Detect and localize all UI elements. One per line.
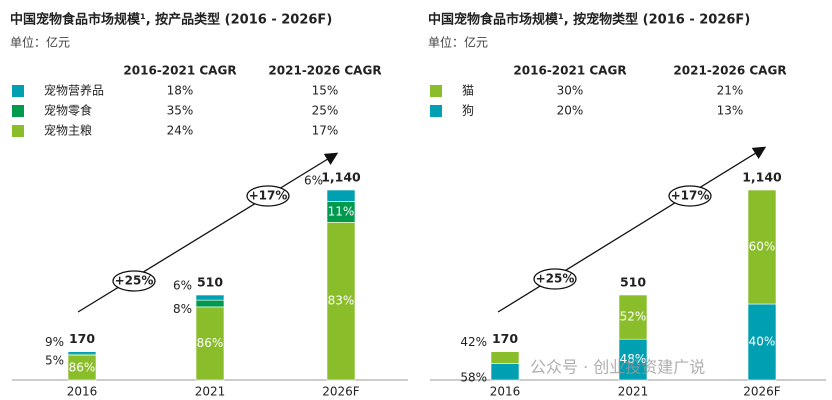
legend-swatch (12, 105, 24, 117)
total-label: 1,140 (321, 170, 361, 185)
chart-title: 中国宠物食品市场规模¹, 按宠物类型 (2016 - 2026F) (428, 12, 750, 28)
value-label: 11% (328, 204, 355, 218)
value-label: 9% (45, 335, 64, 349)
annotation: +17% (671, 189, 710, 203)
value-label: 42% (460, 335, 487, 349)
table-header: 2016-2021 CAGR (513, 64, 626, 78)
value-label: 8% (173, 302, 192, 316)
legend-label: 宠物营养品 (44, 83, 104, 98)
table-cell: 17% (312, 124, 339, 138)
subtitle: 单位：亿元 (428, 35, 488, 50)
bar-segment (490, 363, 520, 381)
annotation: +25% (536, 272, 575, 286)
value-label: 48% (620, 352, 647, 366)
legend-swatch (12, 85, 24, 97)
x-tick-label: 2021 (618, 385, 649, 399)
table-cell: 20% (557, 104, 584, 118)
value-label: 60% (749, 240, 776, 254)
annotation: +25% (115, 274, 154, 288)
x-tick-label: 2016 (490, 385, 521, 399)
table-cell: 18% (167, 84, 194, 98)
total-label: 510 (197, 275, 223, 290)
annotation-oval (112, 270, 156, 292)
total-label: 1,140 (742, 170, 782, 185)
x-tick-label: 2026F (322, 385, 360, 399)
x-tick-label: 2026F (743, 385, 781, 399)
value-label: 83% (328, 294, 355, 308)
legend-label: 宠物零食 (44, 103, 92, 118)
watermark: 公众号 · 创业投资建广说 (530, 358, 705, 377)
chart-right: 中国宠物食品市场规模¹, 按宠物类型 (2016 - 2026F) 单位：亿元 20… (428, 12, 826, 399)
table-header: 2016-2021 CAGR (123, 64, 236, 78)
total-label: 170 (69, 331, 95, 346)
legend-label: 宠物主粮 (44, 123, 92, 138)
table-cell: 25% (312, 104, 339, 118)
table-cell: 24% (167, 124, 194, 138)
legend-label: 猫 (462, 84, 474, 98)
value-label: 40% (749, 335, 776, 349)
legend-swatch (430, 85, 442, 97)
total-label: 170 (492, 331, 518, 346)
total-label: 510 (620, 275, 646, 290)
table-header: 2021-2026 CAGR (673, 64, 786, 78)
annotation-oval (533, 268, 577, 290)
table-cell: 13% (717, 104, 744, 118)
bar-segment (195, 299, 225, 308)
value-label: 86% (197, 336, 224, 350)
value-label: 52% (620, 310, 647, 324)
bar-segment (326, 189, 356, 202)
bar-segment (67, 355, 97, 381)
value-label: 58% (460, 370, 487, 384)
annotation: +17% (249, 189, 288, 203)
x-tick-label: 2021 (195, 385, 226, 399)
table-cell: 21% (717, 84, 744, 98)
subtitle: 单位：亿元 (10, 35, 70, 50)
chart-left: 中国宠物食品市场规模¹, 按产品类型 (2016 - 2026F) 单位：亿元 20… (10, 12, 408, 399)
value-label: 5% (45, 353, 64, 367)
bar-segment (490, 351, 520, 364)
annotation-oval (668, 185, 712, 207)
value-label: 6% (304, 174, 323, 188)
table-cell: 35% (167, 104, 194, 118)
chart-title: 中国宠物食品市场规模¹, 按产品类型 (2016 - 2026F) (10, 12, 332, 28)
legend-swatch (12, 125, 24, 137)
bar-segment (195, 294, 225, 301)
bar-segment (747, 189, 777, 305)
bar-segment (67, 351, 97, 355)
table-cell: 30% (557, 84, 584, 98)
table-cell: 15% (312, 84, 339, 98)
table-header: 2021-2026 CAGR (268, 64, 381, 78)
value-label: 86% (69, 360, 96, 374)
bar-segment (326, 222, 356, 381)
annotation-oval (246, 185, 290, 207)
legend-swatch (430, 105, 442, 117)
x-tick-label: 2016 (67, 385, 98, 399)
value-label: 6% (173, 279, 192, 293)
bar-segment (618, 294, 648, 340)
bar-segment (195, 306, 225, 381)
legend-label: 狗 (462, 104, 474, 118)
